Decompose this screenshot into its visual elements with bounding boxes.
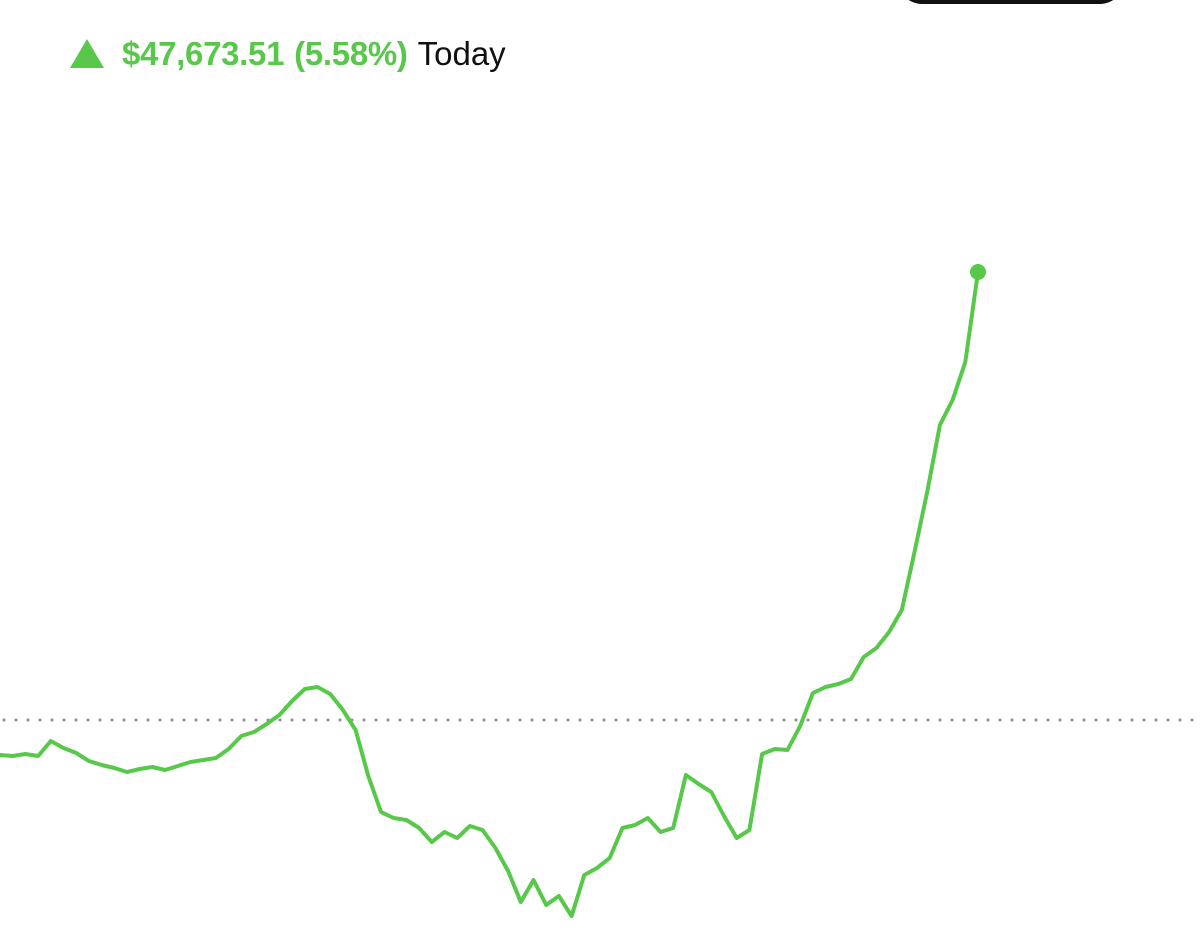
daily-change-header: $47,673.51 (5.58%) Today — [70, 32, 506, 76]
price-line — [0, 270, 980, 918]
change-amount: $47,673.51 — [122, 35, 285, 72]
period-label: Today — [417, 35, 506, 72]
current-price-dot — [970, 264, 986, 280]
change-percent: (5.58%) — [294, 35, 408, 72]
up-triangle-icon — [70, 38, 104, 68]
